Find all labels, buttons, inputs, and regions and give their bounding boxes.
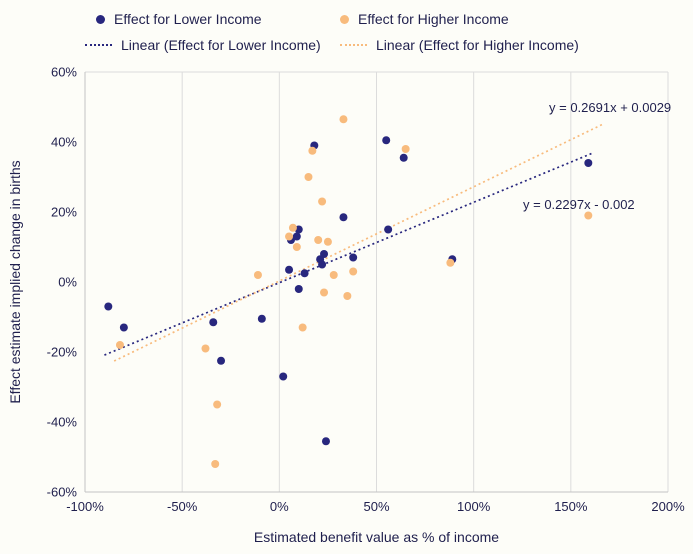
legend-trendline-marker-higher <box>340 44 367 46</box>
data-point <box>201 344 210 353</box>
data-point <box>292 232 301 241</box>
data-point <box>294 285 303 293</box>
data-point <box>323 237 332 246</box>
data-point <box>308 146 317 155</box>
data-point <box>339 213 348 222</box>
y-tick-label: -20% <box>47 345 78 360</box>
legend-marker-higher <box>340 14 349 24</box>
data-point <box>384 225 393 234</box>
x-tick-label: 150% <box>554 499 588 514</box>
x-tick-label: -100% <box>66 499 104 514</box>
trendline <box>104 151 595 356</box>
data-point <box>339 115 348 124</box>
data-point <box>300 269 309 278</box>
data-point <box>211 460 220 468</box>
data-point <box>349 267 358 276</box>
y-tick-label: 40% <box>51 135 77 150</box>
legend-item-higher-income[interactable]: Effect for Higher Income <box>340 10 509 28</box>
data-point <box>279 372 288 381</box>
trendline-equation-higher-income: y = 0.2691x + 0.0029 <box>549 100 672 115</box>
data-point <box>318 260 327 269</box>
data-point <box>401 145 410 153</box>
data-point <box>320 250 329 258</box>
legend-marker-lower <box>96 14 105 24</box>
data-point <box>446 258 455 267</box>
data-point <box>320 288 329 297</box>
x-tick-label: 100% <box>457 499 491 514</box>
data-point <box>298 323 307 332</box>
data-point <box>285 232 294 241</box>
data-point <box>285 265 294 274</box>
x-tick-label: 0% <box>270 499 289 514</box>
y-tick-label: 20% <box>51 205 77 220</box>
x-tick-label: -50% <box>167 499 198 514</box>
data-point <box>584 159 593 167</box>
data-point <box>257 314 266 323</box>
data-point <box>584 211 593 220</box>
x-tick-label: 50% <box>363 499 389 514</box>
trendline-equation-lower-income: y = 0.2297x - 0.002 <box>523 197 635 212</box>
data-point <box>382 136 391 145</box>
legend-item-linear-higher[interactable]: Linear (Effect for Higher Income) <box>340 36 579 54</box>
data-point <box>321 437 330 446</box>
y-tick-label: 0% <box>58 275 77 290</box>
legend-label-lower-income: Effect for Lower Income <box>114 11 262 27</box>
legend-item-linear-lower[interactable]: Linear (Effect for Lower Income) <box>85 36 321 54</box>
data-point <box>253 271 262 279</box>
data-point <box>288 223 297 232</box>
data-point <box>304 173 313 181</box>
y-axis-title: Effect estimate implied change in births <box>7 160 23 404</box>
y-tick-label: 60% <box>51 65 77 80</box>
legend-label-linear-higher: Linear (Effect for Higher Income) <box>376 37 579 53</box>
x-tick-label: 200% <box>651 499 685 514</box>
data-point <box>399 153 408 162</box>
data-point <box>209 318 218 327</box>
data-point <box>329 271 338 279</box>
y-tick-label: -40% <box>47 415 78 430</box>
data-point <box>119 323 128 332</box>
legend-trendline-marker-lower <box>85 44 112 46</box>
data-point <box>343 292 352 300</box>
data-point <box>104 302 113 311</box>
legend-item-lower-income[interactable]: Effect for Lower Income <box>96 10 262 28</box>
data-point <box>318 197 327 206</box>
data-point <box>314 236 323 244</box>
data-point <box>217 356 226 365</box>
data-point <box>115 341 124 349</box>
data-point <box>349 253 358 262</box>
legend-label-higher-income: Effect for Higher Income <box>358 11 509 27</box>
y-tick-label: -60% <box>47 485 78 500</box>
legend-label-linear-lower: Linear (Effect for Lower Income) <box>121 37 321 53</box>
trendline <box>113 123 603 362</box>
x-axis-title: Estimated benefit value as % of income <box>253 529 500 545</box>
data-point <box>213 400 222 409</box>
data-point <box>292 243 301 251</box>
